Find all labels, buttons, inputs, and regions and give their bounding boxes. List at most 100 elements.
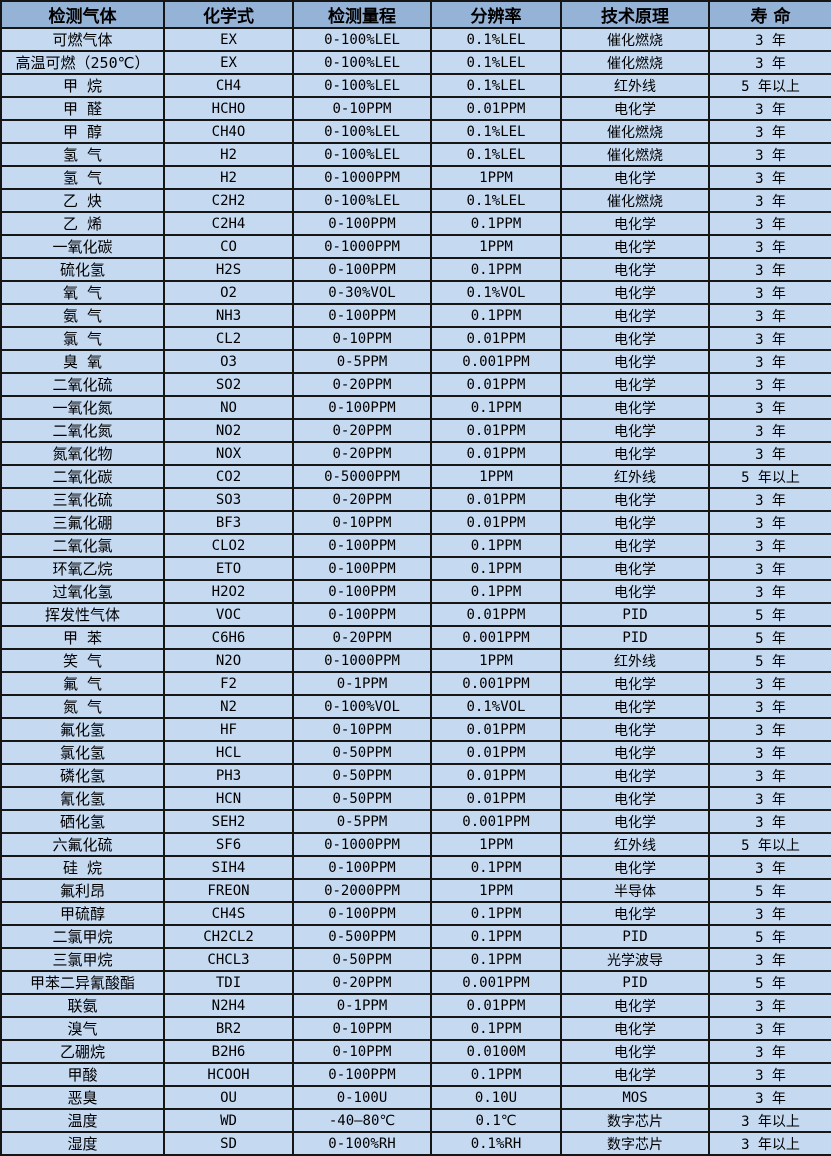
cell-formula: CH4	[163, 73, 294, 98]
cell-gas-name: 三氧化硫	[0, 487, 165, 512]
cell-resolution: 0.1%LEL	[430, 50, 562, 75]
cell-formula: NO2	[163, 418, 294, 443]
column-header-resolution: 分辨率	[430, 0, 562, 29]
cell-formula: C6H6	[163, 625, 294, 650]
cell-lifespan: 3 年	[708, 740, 831, 765]
cell-range: 0-2000PPM	[292, 878, 432, 903]
cell-gas-name: 一氧化碳	[0, 234, 165, 259]
table-row: 甲 苯 C6H6 0-20PPM 0.001PPM PID 5 年	[0, 625, 831, 650]
cell-gas-name: 湿度	[0, 1131, 165, 1156]
cell-formula: H2S	[163, 257, 294, 282]
table-body: 可燃气体 EX 0-100%LEL 0.1%LEL 催化燃烧 3 年高温可燃（250℃） E…	[0, 27, 831, 1156]
cell-range: 0-100PPM	[292, 533, 432, 558]
cell-principle: 电化学	[560, 1016, 710, 1041]
cell-principle: 电化学	[560, 165, 710, 190]
cell-lifespan: 3 年	[708, 809, 831, 834]
cell-formula: N2	[163, 694, 294, 719]
table-row: 二氧化硫 SO2 0-20PPM 0.01PPM 电化学 3 年	[0, 372, 831, 397]
cell-lifespan: 3 年	[708, 694, 831, 719]
cell-formula: TDI	[163, 970, 294, 995]
cell-resolution: 0.01PPM	[430, 510, 562, 535]
table-row: 氯 气 CL2 0-10PPM 0.01PPM 电化学 3 年	[0, 326, 831, 351]
cell-lifespan: 3 年	[708, 763, 831, 788]
cell-principle: 电化学	[560, 671, 710, 696]
cell-range: 0-50PPM	[292, 947, 432, 972]
cell-principle: 电化学	[560, 510, 710, 535]
cell-formula: HCHO	[163, 96, 294, 121]
cell-lifespan: 3 年	[708, 901, 831, 926]
cell-resolution: 0.1PPM	[430, 533, 562, 558]
cell-gas-name: 二氧化硫	[0, 372, 165, 397]
cell-gas-name: 臭 氧	[0, 349, 165, 374]
cell-principle: PID	[560, 602, 710, 627]
cell-gas-name: 恶臭	[0, 1085, 165, 1110]
cell-resolution: 1PPM	[430, 878, 562, 903]
cell-resolution: 0.1%LEL	[430, 73, 562, 98]
cell-principle: PID	[560, 970, 710, 995]
cell-gas-name: 温度	[0, 1108, 165, 1133]
cell-resolution: 1PPM	[430, 832, 562, 857]
cell-resolution: 0.1PPM	[430, 211, 562, 236]
cell-gas-name: 甲硫醇	[0, 901, 165, 926]
table-row: 甲硫醇 CH4S 0-100PPM 0.1PPM 电化学 3 年	[0, 901, 831, 926]
cell-resolution: 0.01PPM	[430, 717, 562, 742]
cell-lifespan: 3 年	[708, 188, 831, 213]
cell-range: 0-100PPM	[292, 602, 432, 627]
cell-principle: MOS	[560, 1085, 710, 1110]
cell-principle: 电化学	[560, 303, 710, 328]
cell-range: 0-100U	[292, 1085, 432, 1110]
cell-gas-name: 硫化氢	[0, 257, 165, 282]
cell-principle: 红外线	[560, 464, 710, 489]
cell-gas-name: 硅 烷	[0, 855, 165, 880]
cell-lifespan: 3 年	[708, 280, 831, 305]
table-row: 氮 气 N2 0-100%VOL 0.1%VOL 电化学 3 年	[0, 694, 831, 719]
table-row: 氟利昂 FREON 0-2000PPM 1PPM 半导体 5 年	[0, 878, 831, 903]
cell-lifespan: 3 年	[708, 1085, 831, 1110]
cell-formula: SO2	[163, 372, 294, 397]
cell-range: 0-20PPM	[292, 625, 432, 650]
table-row: 笑 气 N2O 0-1000PPM 1PPM 红外线 5 年	[0, 648, 831, 673]
cell-range: 0-5000PPM	[292, 464, 432, 489]
cell-principle: 电化学	[560, 326, 710, 351]
cell-range: 0-100%RH	[292, 1131, 432, 1156]
cell-lifespan: 3 年	[708, 441, 831, 466]
cell-lifespan: 3 年	[708, 372, 831, 397]
table-row: 甲 醛 HCHO 0-10PPM 0.01PPM 电化学 3 年	[0, 96, 831, 121]
cell-gas-name: 氮氧化物	[0, 441, 165, 466]
table-row: 二氧化氯 CLO2 0-100PPM 0.1PPM 电化学 3 年	[0, 533, 831, 558]
table-row: 乙 炔 C2H2 0-100%LEL 0.1%LEL 催化燃烧 3 年	[0, 188, 831, 213]
cell-principle: 催化燃烧	[560, 119, 710, 144]
cell-gas-name: 环氧乙烷	[0, 556, 165, 581]
cell-formula: O3	[163, 349, 294, 374]
table-row: 湿度 SD 0-100%RH 0.1%RH 数字芯片 3 年以上	[0, 1131, 831, 1156]
cell-resolution: 0.1PPM	[430, 395, 562, 420]
cell-resolution: 0.01PPM	[430, 763, 562, 788]
cell-gas-name: 二氯甲烷	[0, 924, 165, 949]
cell-gas-name: 乙硼烷	[0, 1039, 165, 1064]
cell-lifespan: 3 年	[708, 556, 831, 581]
table-row: 氯化氢 HCL 0-50PPM 0.01PPM 电化学 3 年	[0, 740, 831, 765]
cell-lifespan: 3 年	[708, 786, 831, 811]
table-row: 氟化氢 HF 0-10PPM 0.01PPM 电化学 3 年	[0, 717, 831, 742]
table-row: 环氧乙烷 ETO 0-100PPM 0.1PPM 电化学 3 年	[0, 556, 831, 581]
cell-range: 0-50PPM	[292, 763, 432, 788]
table-row: 氮氧化物 NOX 0-20PPM 0.01PPM 电化学 3 年	[0, 441, 831, 466]
cell-range: 0-100%LEL	[292, 119, 432, 144]
cell-range: 0-10PPM	[292, 326, 432, 351]
cell-lifespan: 3 年	[708, 257, 831, 282]
column-header-gas: 检测气体	[0, 0, 165, 29]
cell-resolution: 1PPM	[430, 648, 562, 673]
cell-range: 0-1PPM	[292, 993, 432, 1018]
cell-resolution: 0.1PPM	[430, 924, 562, 949]
column-header-formula: 化学式	[163, 0, 294, 29]
cell-lifespan: 3 年	[708, 395, 831, 420]
cell-gas-name: 氮 气	[0, 694, 165, 719]
cell-lifespan: 5 年	[708, 602, 831, 627]
cell-range: 0-100%VOL	[292, 694, 432, 719]
cell-range: 0-100%LEL	[292, 73, 432, 98]
cell-gas-name: 可燃气体	[0, 27, 165, 52]
cell-resolution: 0.01PPM	[430, 993, 562, 1018]
cell-gas-name: 氟利昂	[0, 878, 165, 903]
cell-resolution: 0.01PPM	[430, 786, 562, 811]
